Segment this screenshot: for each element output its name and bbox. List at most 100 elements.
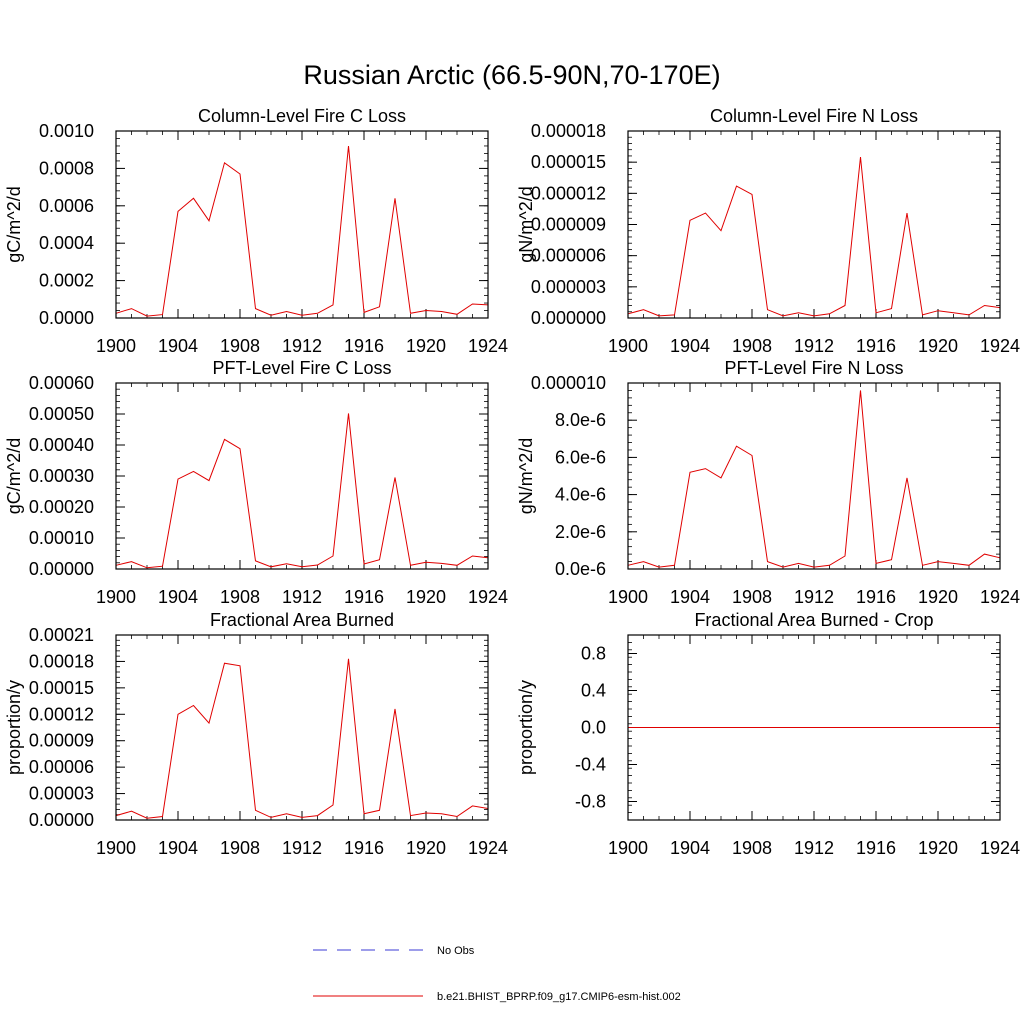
series-line [627, 156, 1001, 317]
y-tick-label: 0.000015 [531, 152, 606, 172]
y-tick-label: 0.00006 [29, 757, 94, 777]
y-tick-label: 0.00009 [29, 731, 94, 751]
x-tick-label: 1904 [158, 336, 198, 356]
y-tick-label: 0.000003 [531, 277, 606, 297]
panel-5: Fractional Area Burned proportion/y 1900 19… [4, 610, 508, 858]
y-tick-label: 0.000010 [531, 373, 606, 393]
panel-title: Column-Level Fire N Loss [710, 106, 918, 126]
x-tick-label: 1912 [282, 838, 322, 858]
x-tick-label: 1924 [980, 336, 1020, 356]
x-tick-label: 1904 [670, 587, 710, 607]
y-tick-label: 0.0e-6 [555, 559, 606, 579]
y-tick-label: 0.00030 [29, 466, 94, 486]
x-tick-label: 1900 [96, 336, 136, 356]
y-tick-label: 4.0e-6 [555, 485, 606, 505]
panel-3: PFT-Level Fire C Loss gC/m^2/d 1900 1904 190… [4, 358, 508, 607]
y-tick-label: 0.00021 [29, 625, 94, 645]
x-tick-label: 1916 [856, 336, 896, 356]
x-tick-label: 1912 [794, 336, 834, 356]
x-tick-label: 1916 [856, 587, 896, 607]
x-tick-label: 1916 [344, 336, 384, 356]
x-tick-label: 1904 [670, 336, 710, 356]
x-tick-label: 1912 [794, 587, 834, 607]
legend: No Obs b.e21.BHIST_BPRP.f09_g17.CMIP6-es… [313, 945, 681, 1003]
x-tick-label: 1900 [608, 838, 648, 858]
y-tick-label: 0.4 [581, 681, 606, 701]
plot-frame [115, 382, 489, 570]
legend-label-no-obs: No Obs [437, 945, 475, 957]
x-tick-label: 1924 [468, 838, 508, 858]
y-tick-label: 0.0010 [39, 121, 94, 141]
x-tick-label: 1924 [468, 587, 508, 607]
x-tick-label: 1912 [282, 336, 322, 356]
panel-title: Fractional Area Burned [210, 610, 394, 630]
series-line [115, 658, 489, 819]
y-tick-label: 0.8 [581, 644, 606, 664]
series-line [115, 413, 489, 569]
panel-title: Column-Level Fire C Loss [198, 106, 406, 126]
y-axis-label: gN/m^2/d [516, 186, 536, 262]
plot-frame [627, 634, 1001, 821]
y-axis-label: gC/m^2/d [4, 438, 24, 514]
y-tick-label: 0.00015 [29, 678, 94, 698]
x-tick-label: 1912 [282, 587, 322, 607]
x-tick-label: 1924 [980, 587, 1020, 607]
x-tick-label: 1908 [220, 838, 260, 858]
x-tick-label: 1916 [344, 838, 384, 858]
y-axis-label: gC/m^2/d [4, 186, 24, 262]
y-tick-label: 0.0 [581, 718, 606, 738]
y-tick-label: 0.00003 [29, 784, 94, 804]
plot-frame [115, 634, 489, 821]
x-tick-label: 1904 [158, 587, 198, 607]
panel-title: Fractional Area Burned - Crop [694, 610, 933, 630]
panel-4: PFT-Level Fire N Loss gN/m^2/d 1900 1904 190… [516, 358, 1020, 607]
x-tick-label: 1920 [918, 838, 958, 858]
x-tick-label: 1912 [794, 838, 834, 858]
y-tick-label: 0.0008 [39, 158, 94, 178]
x-tick-label: 1904 [670, 838, 710, 858]
series-line [627, 390, 1001, 568]
y-tick-label: 0.000009 [531, 215, 606, 235]
x-tick-label: 1924 [980, 838, 1020, 858]
plot-frame [115, 130, 489, 319]
plot-frame [627, 130, 1001, 319]
y-tick-label: 0.00040 [29, 435, 94, 455]
x-tick-label: 1924 [468, 336, 508, 356]
panels: Column-Level Fire C Loss gC/m^2/d 1900 1904… [4, 106, 1020, 858]
y-tick-label: 0.0006 [39, 196, 94, 216]
y-tick-label: 2.0e-6 [555, 522, 606, 542]
x-tick-label: 1900 [608, 587, 648, 607]
x-tick-label: 1900 [96, 587, 136, 607]
panel-2: Column-Level Fire N Loss gN/m^2/d 1900 1904… [516, 106, 1020, 356]
y-tick-label: 0.0004 [39, 233, 94, 253]
x-tick-label: 1908 [220, 587, 260, 607]
plot-frame [627, 382, 1001, 570]
y-axis-label: gN/m^2/d [516, 438, 536, 514]
x-tick-label: 1908 [732, 336, 772, 356]
y-tick-label: 6.0e-6 [555, 447, 606, 467]
x-tick-label: 1916 [856, 838, 896, 858]
y-tick-label: 0.00020 [29, 497, 94, 517]
y-tick-label: 0.00012 [29, 704, 94, 724]
y-tick-label: 0.00050 [29, 404, 94, 424]
y-tick-label: 0.00000 [29, 559, 94, 579]
y-tick-label: -0.8 [575, 792, 606, 812]
y-tick-label: -0.4 [575, 755, 606, 775]
y-tick-label: 0.000000 [531, 308, 606, 328]
y-tick-label: 0.00000 [29, 810, 94, 830]
x-tick-label: 1920 [918, 587, 958, 607]
x-tick-label: 1900 [608, 336, 648, 356]
x-tick-label: 1900 [96, 838, 136, 858]
figure-title: Russian Arctic (66.5-90N,70-170E) [303, 60, 720, 90]
panel-title: PFT-Level Fire C Loss [212, 358, 391, 378]
y-axis-label: proportion/y [4, 680, 24, 775]
panel-title: PFT-Level Fire N Loss [724, 358, 903, 378]
y-tick-label: 0.000012 [531, 183, 606, 203]
x-tick-label: 1908 [732, 838, 772, 858]
y-tick-label: 0.00018 [29, 651, 94, 671]
panel-6: Fractional Area Burned - Crop proportion/… [516, 610, 1020, 858]
x-tick-label: 1908 [732, 587, 772, 607]
series-line [115, 145, 489, 317]
y-tick-label: 8.0e-6 [555, 410, 606, 430]
x-tick-label: 1920 [918, 336, 958, 356]
